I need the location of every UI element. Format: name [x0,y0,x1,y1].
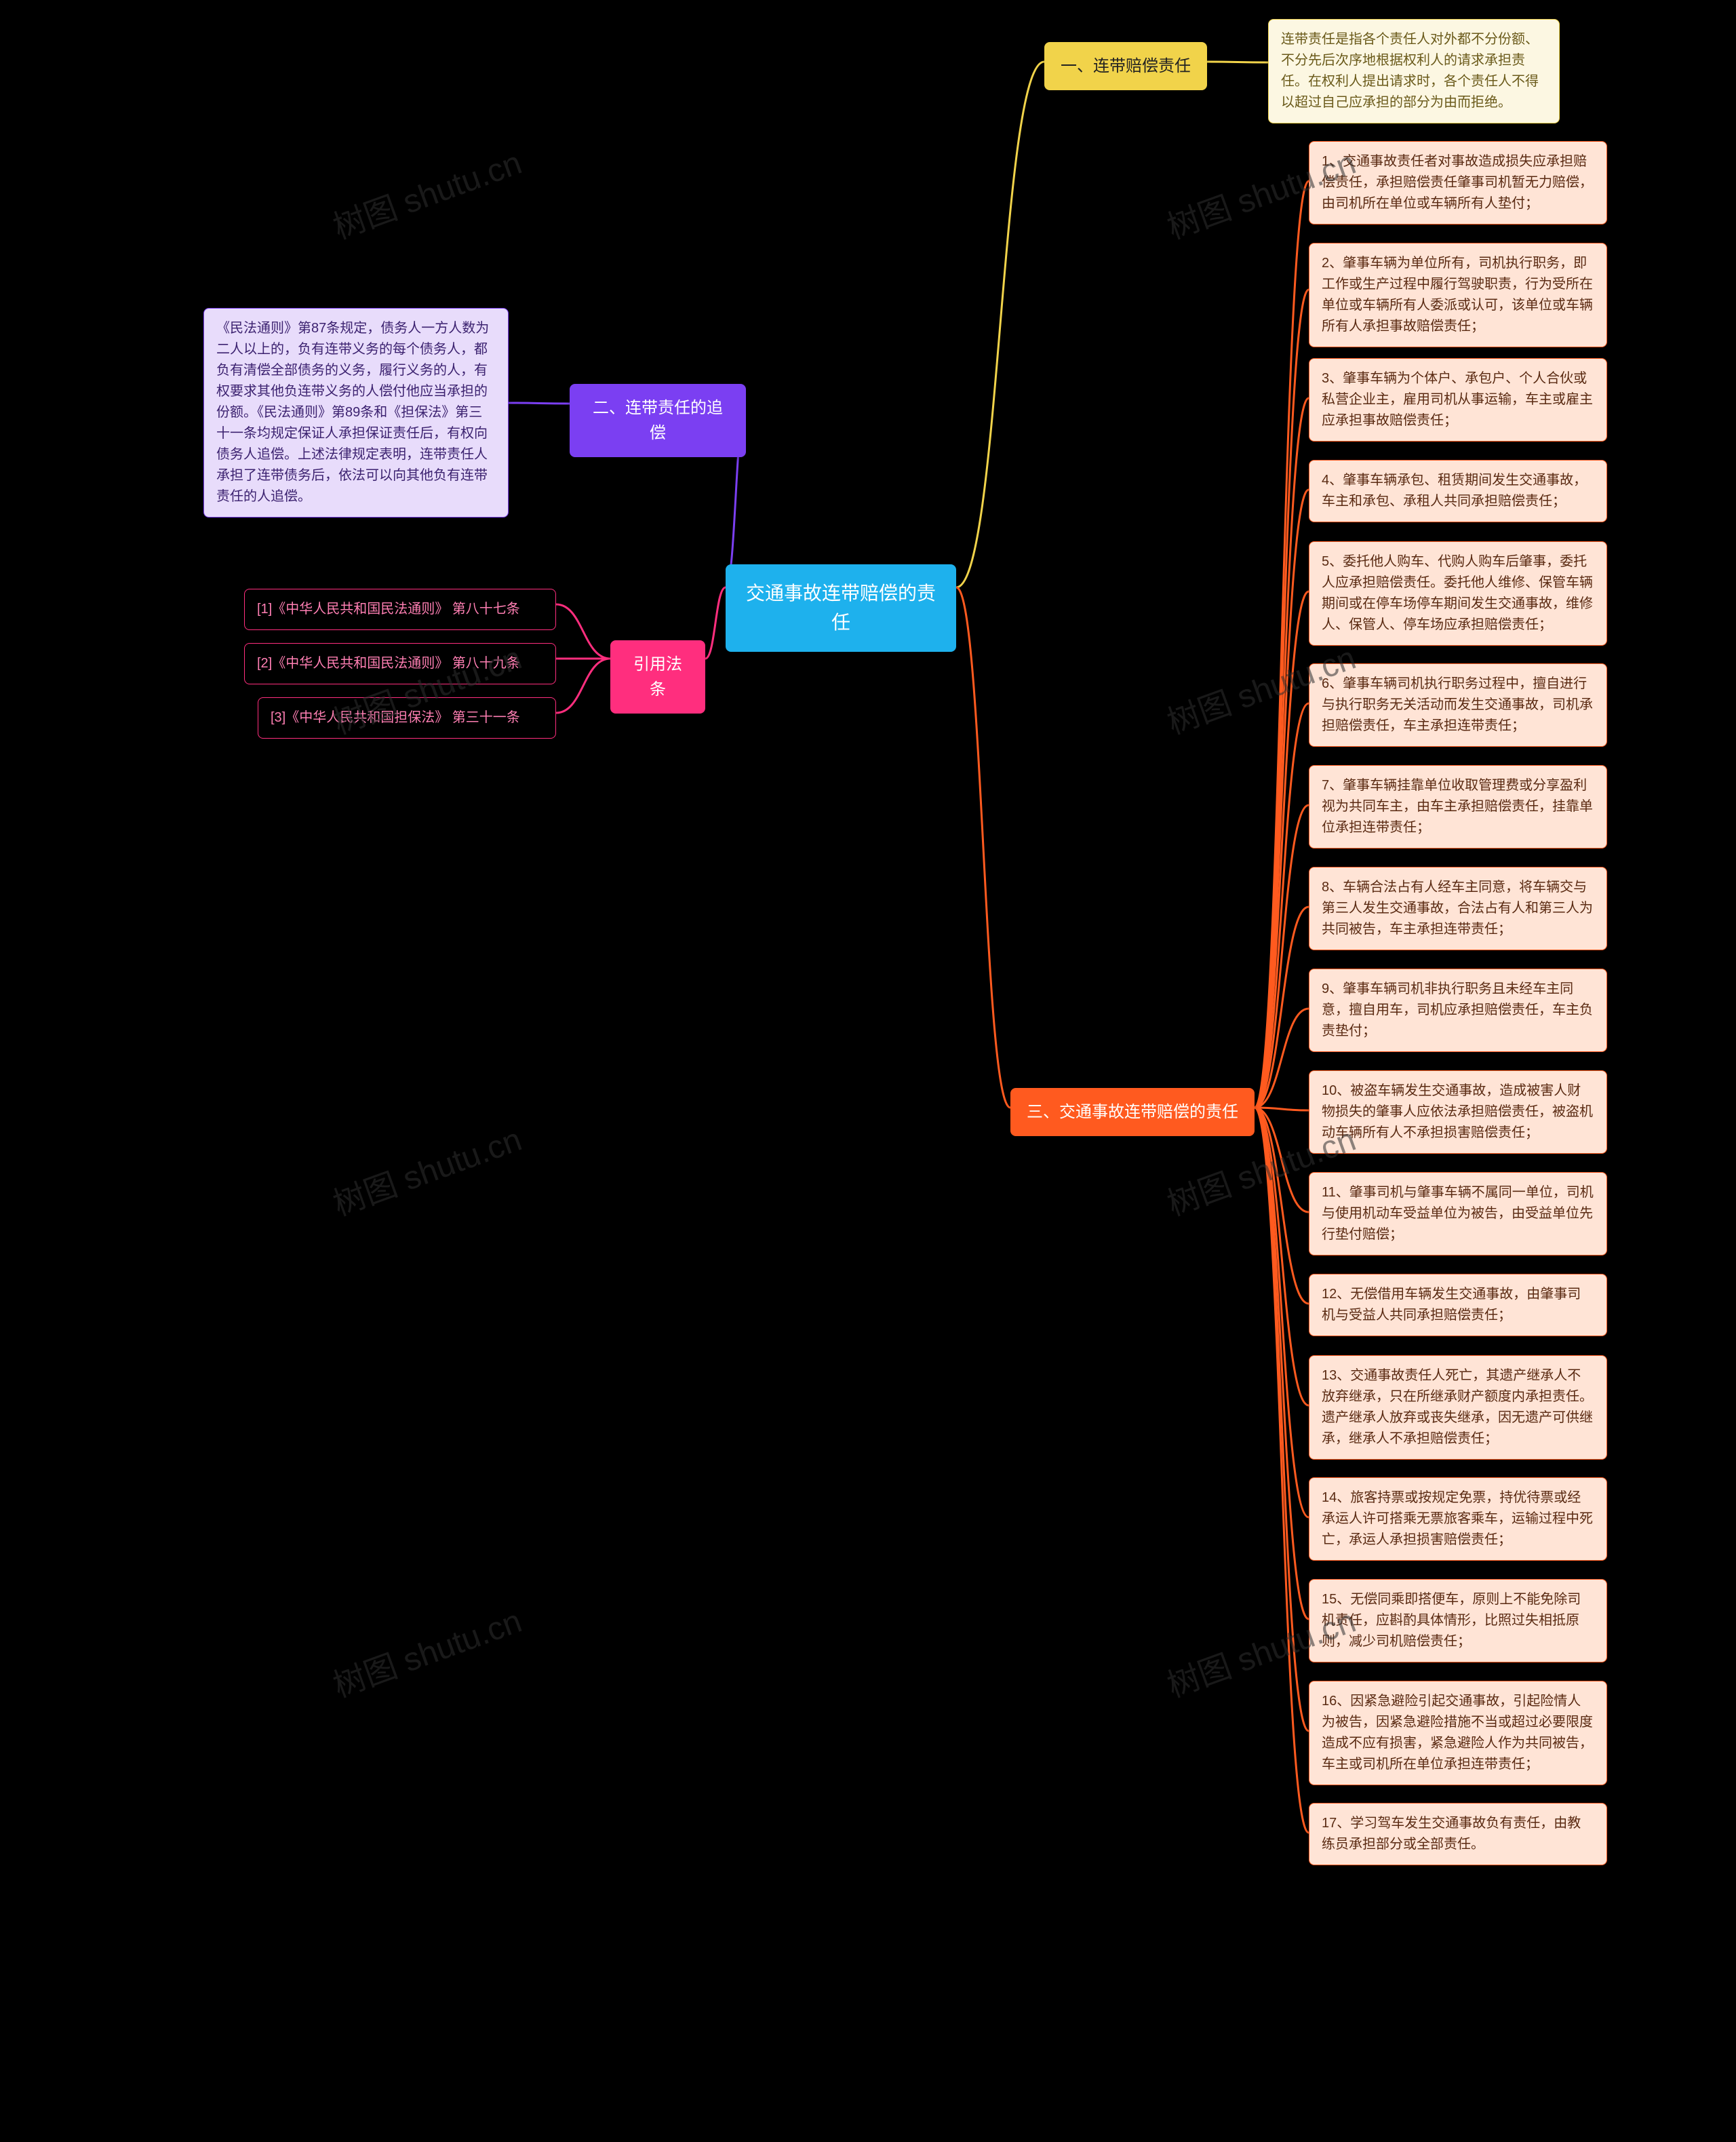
branch-b4[interactable]: 三、交通事故连带赔偿的责任 [1010,1088,1255,1136]
root-node[interactable]: 交通事故连带赔偿的责任 [726,564,956,652]
leaf-b2l1[interactable]: 《民法通则》第87条规定，债务人一方人数为二人以上的，负有连带义务的每个债务人，… [203,308,509,518]
leaf-b3l3[interactable]: [3]《中华人民共和国担保法》 第三十一条 [258,697,556,739]
leaf-b4l7[interactable]: 7、肇事车辆挂靠单位收取管理费或分享盈利视为共同车主，由车主承担赔偿责任，挂靠单… [1309,765,1607,849]
mindmap-canvas: 交通事故连带赔偿的责任 一、连带赔偿责任 连带责任是指各个责任人对外都不分份额、不分… [0,0,1736,2142]
leaf-b3l1[interactable]: [1]《中华人民共和国民法通则》 第八十七条 [244,589,556,630]
leaf-b3l2[interactable]: [2]《中华人民共和国民法通则》 第八十九条 [244,643,556,684]
leaf-b4l3[interactable]: 3、肇事车辆为个体户、承包户、个人合伙或私营企业主，雇用司机从事运输，车主或雇主… [1309,358,1607,442]
leaf-b4l16[interactable]: 16、因紧急避险引起交通事故，引起险情人为被告，因紧急避险措施不当或超过必要限度… [1309,1681,1607,1785]
branch-b3[interactable]: 引用法条 [610,640,705,714]
leaf-b4l12[interactable]: 12、无偿借用车辆发生交通事故，由肇事司机与受益人共同承担赔偿责任； [1309,1274,1607,1336]
leaf-b4l6[interactable]: 6、肇事车辆司机执行职务过程中，擅自进行与执行职务无关活动而发生交通事故，司机承… [1309,663,1607,747]
watermark: 树图 shutu.cn [326,1113,527,1225]
leaf-b4l9[interactable]: 9、肇事车辆司机非执行职务且未经车主同意，擅自用车，司机应承担赔偿责任，车主负责… [1309,969,1607,1052]
leaf-b4l14[interactable]: 14、旅客持票或按规定免票，持优待票或经承运人许可搭乘无票旅客乘车，运输过程中死… [1309,1477,1607,1561]
leaf-b4l15[interactable]: 15、无偿同乘即搭便车，原则上不能免除司机责任，应斟酌具体情形，比照过失相抵原则… [1309,1579,1607,1662]
leaf-b4l11[interactable]: 11、肇事司机与肇事车辆不属同一单位，司机与使用机动车受益单位为被告，由受益单位… [1309,1172,1607,1255]
leaf-b4l5[interactable]: 5、委托他人购车、代购人购车后肇事，委托人应承担赔偿责任。委托他人维修、保管车辆… [1309,541,1607,646]
leaf-b4l13[interactable]: 13、交通事故责任人死亡，其遗产继承人不放弃继承，只在所继承财产额度内承担责任。… [1309,1355,1607,1460]
branch-b1[interactable]: 一、连带赔偿责任 [1044,42,1207,90]
leaf-b4l4[interactable]: 4、肇事车辆承包、租赁期间发生交通事故，车主和承包、承租人共同承担赔偿责任； [1309,460,1607,522]
watermark: 树图 shutu.cn [326,136,527,248]
leaf-b4l2[interactable]: 2、肇事车辆为单位所有，司机执行职务，即工作或生产过程中履行驾驶职责，行为受所在… [1309,243,1607,347]
branch-b2[interactable]: 二、连带责任的追偿 [570,384,746,457]
watermark: 树图 shutu.cn [326,1595,527,1707]
leaf-b4l10[interactable]: 10、被盗车辆发生交通事故，造成被害人财物损失的肇事人应依法承担赔偿责任，被盗机… [1309,1070,1607,1154]
leaf-b1l1[interactable]: 连带责任是指各个责任人对外都不分份额、不分先后次序地根据权利人的请求承担责任。在… [1268,19,1560,123]
leaf-b4l8[interactable]: 8、车辆合法占有人经车主同意，将车辆交与第三人发生交通事故，合法占有人和第三人为… [1309,867,1607,950]
leaf-b4l17[interactable]: 17、学习驾车发生交通事故负有责任，由教练员承担部分或全部责任。 [1309,1803,1607,1865]
leaf-b4l1[interactable]: 1、交通事故责任者对事故造成损失应承担赔偿责任，承担赔偿责任肇事司机暂无力赔偿，… [1309,141,1607,225]
